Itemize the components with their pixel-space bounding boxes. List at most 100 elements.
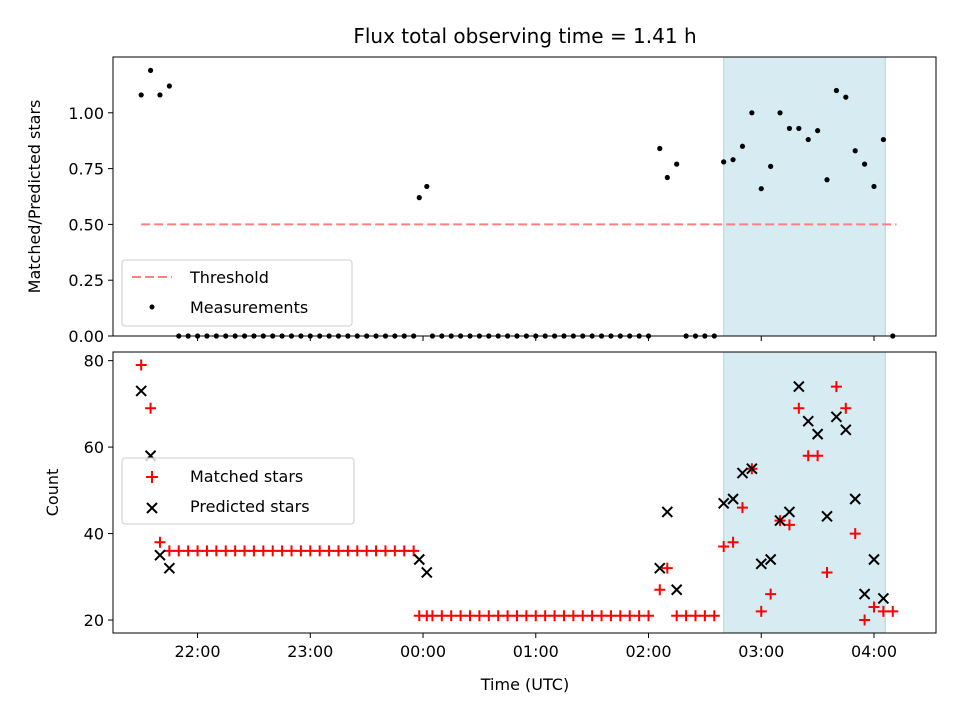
matched-point <box>633 610 645 622</box>
bottom-panel: 20 40 60 80 22:00 23:00 00:00 01:00 02:00 03:00 0… <box>43 351 937 694</box>
matched-point <box>361 545 373 557</box>
x-tick-label: 23:00 <box>287 642 333 661</box>
matched-point <box>680 610 692 622</box>
y-tick-label: 80 <box>84 352 104 371</box>
predicted-point <box>736 467 749 479</box>
predicted-point <box>717 497 730 510</box>
matched-point <box>398 545 410 557</box>
matched-point <box>135 359 147 371</box>
matched-point <box>173 545 185 557</box>
predicted-point <box>868 553 880 566</box>
matched-point <box>539 610 551 622</box>
matched-point <box>257 545 269 557</box>
matched-point <box>577 610 589 622</box>
measurement-point <box>749 110 755 116</box>
measurement-point <box>157 92 163 98</box>
legend-threshold-label: Threshold <box>189 268 269 287</box>
matched-point <box>605 610 617 622</box>
matched-point <box>163 545 175 557</box>
predicted-point <box>163 562 176 574</box>
measurement-point <box>786 125 793 132</box>
matched-point <box>689 610 701 622</box>
matched-point <box>549 610 561 622</box>
predicted-point <box>849 493 861 505</box>
predicted-point <box>840 424 852 436</box>
top-y-axis-label: Matched/Predicted stars <box>25 100 44 294</box>
matched-point <box>520 610 532 622</box>
matched-point <box>483 610 495 622</box>
matched-point <box>145 402 157 414</box>
y-tick-label: 0.75 <box>68 160 104 179</box>
measurement-point <box>768 163 774 169</box>
matched-point <box>295 545 307 557</box>
measurement-point <box>861 161 868 167</box>
measurement-point <box>852 148 858 154</box>
matched-point <box>558 610 570 622</box>
matched-point <box>323 545 335 557</box>
matched-point <box>877 605 889 617</box>
matched-point <box>643 610 655 622</box>
measurement-point <box>758 186 764 192</box>
measurement-point <box>730 157 736 163</box>
matched-point <box>887 605 899 617</box>
matched-point <box>304 545 316 557</box>
matched-point <box>276 545 288 557</box>
measurement-point <box>796 125 802 132</box>
predicted-point <box>783 506 796 518</box>
matched-point <box>389 545 401 557</box>
measurement-point <box>805 136 811 143</box>
matched-point <box>849 528 861 540</box>
matched-point <box>671 610 683 622</box>
x-tick-label: 01:00 <box>513 642 559 661</box>
y-tick-label: 40 <box>84 525 104 544</box>
predicted-point <box>154 549 166 561</box>
matched-point <box>567 610 579 622</box>
predicted-point <box>746 463 758 475</box>
matched-point <box>511 610 523 622</box>
measurement-point <box>739 143 746 149</box>
bottom-legend-box <box>121 457 355 525</box>
predicted-point <box>670 584 683 596</box>
y-tick-label: 0.00 <box>68 327 104 346</box>
matched-point <box>351 545 363 557</box>
predicted-point <box>830 411 843 423</box>
matched-point <box>192 545 204 557</box>
measurement-point <box>880 136 886 143</box>
matched-point <box>210 545 222 557</box>
matched-point <box>248 545 260 557</box>
matched-point <box>314 545 326 557</box>
matched-point <box>840 402 852 414</box>
predicted-point <box>811 428 824 440</box>
x-axis-label: Time (UTC) <box>480 675 569 694</box>
measurement-point <box>424 183 430 190</box>
matched-point <box>473 610 485 622</box>
bottom-legend: Matched stars Predicted stars <box>121 457 355 525</box>
predicted-point <box>793 380 805 393</box>
bottom-y-axis-label: Count <box>43 469 62 517</box>
measurement-point <box>815 128 821 134</box>
x-tick-label: 02:00 <box>625 642 671 661</box>
matched-point <box>718 541 730 553</box>
measurement-point <box>138 92 144 98</box>
matched-point <box>182 545 194 557</box>
predicted-point <box>727 493 739 505</box>
bottom-shaded-span <box>723 351 886 634</box>
top-shaded-span <box>723 56 886 337</box>
legend-predicted-label: Predicted stars <box>190 497 310 516</box>
matched-point <box>455 610 467 622</box>
matched-point <box>699 610 711 622</box>
legend-predicted-swatch <box>146 502 158 514</box>
x-tick-label: 00:00 <box>400 642 446 661</box>
matched-point <box>220 545 232 557</box>
matched-point <box>821 566 833 578</box>
matched-point <box>370 545 382 557</box>
bottom-y-axis-ticks: 20 40 60 80 <box>84 352 113 630</box>
matched-point <box>654 584 666 596</box>
x-tick-label: 04:00 <box>851 642 897 661</box>
matched-point <box>445 610 457 622</box>
matched-point <box>708 610 720 622</box>
matched-point <box>830 381 842 393</box>
predicted-point <box>413 553 425 566</box>
matched-point <box>408 545 420 557</box>
